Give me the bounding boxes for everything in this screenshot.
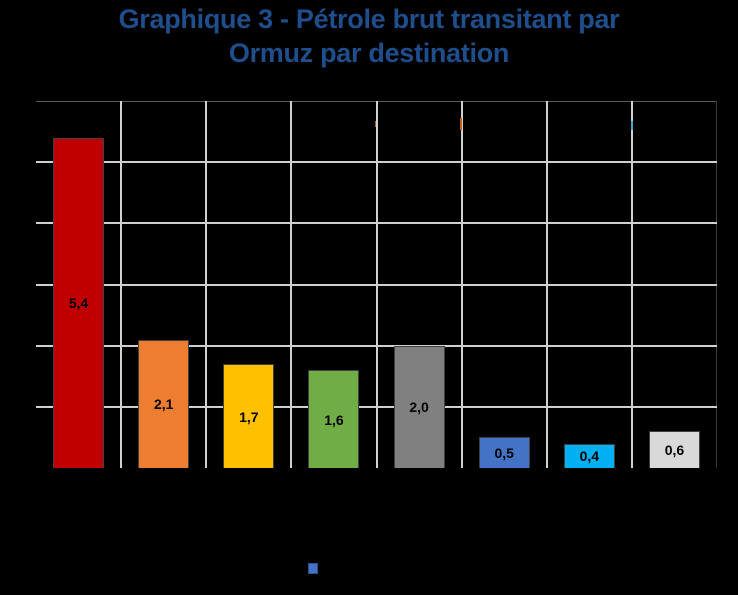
bar-value-label: 0,6	[664, 442, 685, 459]
gridline-vertical	[375, 101, 378, 468]
bar-value-label: 2,0	[409, 399, 429, 416]
bar-value-label: 0,5	[494, 445, 514, 462]
gridline-vertical	[460, 101, 463, 468]
legend-swatch	[308, 563, 318, 574]
bar-value-label: 1,6	[324, 411, 344, 428]
bar-value-label: 0,4	[579, 448, 600, 465]
gridline-vertical	[205, 101, 208, 468]
gridline-vertical	[545, 101, 548, 468]
gridline-vertical	[630, 101, 633, 468]
chart-title-line-2: Ormuz par destination	[228, 38, 510, 68]
bar: 2,0	[393, 345, 445, 468]
bar: 2,1	[138, 339, 190, 468]
bar: 0,6	[648, 431, 700, 468]
stray-mark	[375, 121, 376, 127]
bar: 1,7	[223, 364, 275, 468]
plot-area: 5,4 2,1 1,7 1,6 2,0 0,5 0,4 0,6	[36, 101, 717, 468]
legend	[308, 563, 324, 574]
bar: 0,4	[563, 443, 615, 468]
bar: 1,6	[308, 370, 360, 468]
gridline-vertical	[290, 101, 293, 468]
chart-title-line-1: Graphique 3 - Pétrole brut transitant pa…	[118, 4, 620, 34]
chart-title: Graphique 3 - Pétrole brut transitant pa…	[0, 2, 738, 70]
bar-value-label: 5,4	[68, 295, 89, 312]
stray-mark	[631, 121, 633, 130]
bar-value-label: 1,7	[239, 408, 259, 425]
bar: 5,4	[53, 137, 105, 468]
gridline-vertical	[120, 101, 123, 468]
bar-value-label: 2,1	[153, 396, 174, 413]
bar: 0,5	[478, 437, 530, 468]
stray-mark	[460, 118, 462, 130]
